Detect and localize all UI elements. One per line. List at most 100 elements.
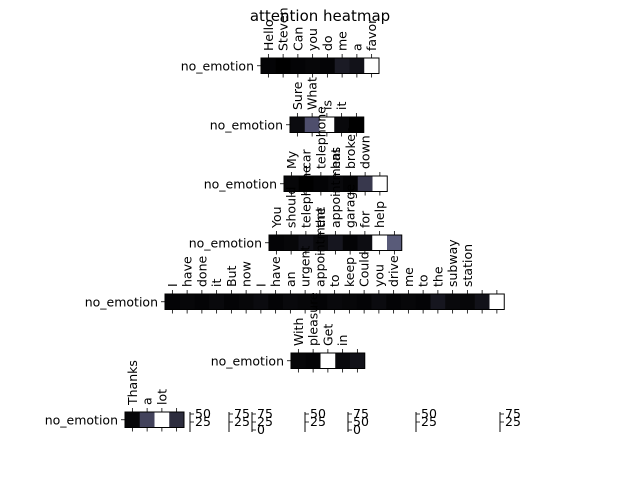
heatmap-cell xyxy=(261,58,277,74)
token-label: pleasure xyxy=(306,292,321,346)
token-label: urgent xyxy=(298,246,313,287)
heatmap-cell xyxy=(165,294,181,310)
token-label: Get xyxy=(320,324,335,346)
heatmap-cell xyxy=(320,58,336,74)
token-label: My xyxy=(284,150,299,169)
colorbar-tick-label: 50 xyxy=(195,406,211,421)
heatmap-cell xyxy=(283,294,299,310)
heatmap-cell xyxy=(275,58,291,74)
heatmap-cell xyxy=(179,294,195,310)
token-label: appointment xyxy=(312,207,327,287)
heatmap-cell xyxy=(139,412,155,428)
token-label: to xyxy=(416,274,431,287)
heatmap-cell xyxy=(169,412,185,428)
heatmap-cell xyxy=(364,58,380,74)
token-label: an xyxy=(283,271,298,287)
colorbar-tick-label: 25 xyxy=(234,414,250,429)
heatmap-cell xyxy=(269,235,285,251)
token-label: it xyxy=(209,279,224,287)
heatmap-cell xyxy=(313,176,329,192)
token-label: a xyxy=(349,43,364,51)
heatmap-cell xyxy=(238,294,254,310)
heatmap-cell xyxy=(387,235,403,251)
heatmap-cell xyxy=(209,294,225,310)
token-label: me xyxy=(401,267,416,287)
token-label: the xyxy=(430,266,445,287)
colorbar-tick-label: 0 xyxy=(353,422,361,437)
heatmap-row: no_emotion With pleasure Get in xyxy=(211,292,366,373)
row-label: no_emotion xyxy=(204,176,277,191)
token-label: keep xyxy=(342,257,357,287)
colorbar-tick-label: 0 xyxy=(257,422,265,437)
heatmap-cell xyxy=(372,176,388,192)
token-label: now xyxy=(239,261,254,287)
row-label: no_emotion xyxy=(211,353,284,368)
heatmap-cell xyxy=(283,235,299,251)
colorbar-tick-label: 75 xyxy=(234,406,250,421)
heatmap-cell xyxy=(349,58,365,74)
token-label: it xyxy=(334,102,349,110)
colorbar-tick-label: 25 xyxy=(195,414,211,429)
token-label: done xyxy=(194,255,209,287)
token-label: have xyxy=(268,256,283,287)
colorbar-tick-label: 75 xyxy=(257,406,273,421)
token-label: But xyxy=(224,266,239,287)
heatmap-cell xyxy=(334,58,350,74)
heatmap-cell xyxy=(445,294,461,310)
heatmap-cell xyxy=(350,353,366,369)
heatmap-cell xyxy=(313,235,329,251)
colorbar-tick-label: 50 xyxy=(310,406,326,421)
token-label: station xyxy=(460,244,475,287)
token-label: should xyxy=(284,187,299,228)
heatmap-cell xyxy=(386,294,402,310)
token-label: garage xyxy=(343,184,358,228)
token-label: lot xyxy=(154,389,169,405)
heatmap-cell xyxy=(357,176,373,192)
colorbar-tick-label: 50 xyxy=(353,414,369,429)
heatmap-cell xyxy=(327,294,343,310)
heatmap-row: no_emotion You should telephone the appointme… xyxy=(189,148,403,255)
token-label: has xyxy=(328,147,343,169)
token-label: You xyxy=(269,206,284,229)
token-label: car xyxy=(299,148,314,169)
heatmap-cell xyxy=(430,294,446,310)
token-label: you xyxy=(371,264,386,287)
colorbar-tick-label: 75 xyxy=(505,406,521,421)
heatmap-cell xyxy=(343,176,359,192)
chart-title: attention heatmap xyxy=(250,7,390,25)
token-label: Hello xyxy=(261,19,276,51)
heatmap-cell xyxy=(401,294,417,310)
heatmap-cell xyxy=(154,412,170,428)
heatmap-cell xyxy=(290,58,306,74)
row-label: no_emotion xyxy=(189,235,262,250)
token-label: is xyxy=(319,100,334,110)
heatmap-cell xyxy=(290,117,306,133)
colorbar-tick-label: 50 xyxy=(421,406,437,421)
token-label: have xyxy=(180,256,195,287)
heatmap-cell xyxy=(474,294,490,310)
heatmap-cell xyxy=(371,294,387,310)
heatmap-cell xyxy=(194,294,210,310)
heatmap-cell xyxy=(305,353,321,369)
token-label: Thanks xyxy=(125,360,140,406)
row-label: no_emotion xyxy=(210,117,283,132)
token-label: me xyxy=(335,31,350,51)
token-label: to xyxy=(327,274,342,287)
heatmap-cell xyxy=(342,294,358,310)
token-label: down xyxy=(358,135,373,169)
heatmap-cell xyxy=(335,353,351,369)
heatmap-cell xyxy=(334,117,350,133)
heatmap-cell xyxy=(357,235,373,251)
token-label: Sure xyxy=(290,81,305,110)
token-label: telephone xyxy=(313,106,328,169)
token-label: help xyxy=(372,201,387,228)
token-label: telephone xyxy=(298,165,313,228)
heatmap-cell xyxy=(349,117,365,133)
